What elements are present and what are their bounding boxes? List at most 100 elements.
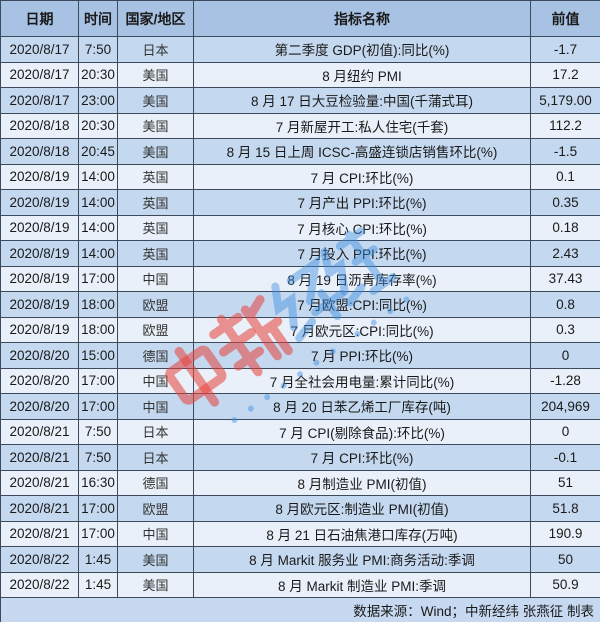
cell-date: 2020/8/19 — [1, 292, 79, 318]
cell-previous: 5,179.00 — [531, 88, 600, 114]
cell-time: 23:00 — [79, 88, 118, 114]
cell-date: 2020/8/21 — [1, 419, 79, 445]
cell-country: 德国 — [118, 470, 194, 496]
cell-indicator: 7 月 CPI:环比(%) — [194, 445, 531, 471]
cell-time: 20:30 — [79, 113, 118, 139]
cell-time: 14:00 — [79, 215, 118, 241]
cell-indicator: 7 月核心 CPI:环比(%) — [194, 215, 531, 241]
cell-previous: -1.5 — [531, 139, 600, 165]
header-date: 日期 — [1, 1, 79, 37]
cell-indicator: 8 月 20 日苯乙烯工厂库存(吨) — [194, 394, 531, 420]
cell-previous: -0.1 — [531, 445, 600, 471]
cell-time: 7:50 — [79, 445, 118, 471]
cell-indicator: 8 月欧元区:制造业 PMI(初值) — [194, 496, 531, 522]
cell-indicator: 7 月全社会用电量:累计同比(%) — [194, 368, 531, 394]
cell-date: 2020/8/17 — [1, 88, 79, 114]
cell-country: 英国 — [118, 241, 194, 267]
cell-country: 中国 — [118, 521, 194, 547]
cell-indicator: 8 月 19 日沥青库存率(%) — [194, 266, 531, 292]
cell-time: 17:00 — [79, 496, 118, 522]
cell-time: 20:45 — [79, 139, 118, 165]
cell-date: 2020/8/19 — [1, 241, 79, 267]
cell-country: 美国 — [118, 547, 194, 573]
cell-previous: 2.43 — [531, 241, 600, 267]
cell-indicator: 8 月 Markit 制造业 PMI:季调 — [194, 572, 531, 598]
cell-time: 17:00 — [79, 521, 118, 547]
cell-country: 欧盟 — [118, 292, 194, 318]
cell-date: 2020/8/19 — [1, 266, 79, 292]
header-previous: 前值 — [531, 1, 600, 37]
source-note: 数据来源：Wind；中新经纬 张燕征 制表 — [1, 598, 600, 622]
cell-indicator: 8 月 Markit 服务业 PMI:商务活动:季调 — [194, 547, 531, 573]
cell-previous: 0.8 — [531, 292, 600, 318]
cell-previous: 0 — [531, 419, 600, 445]
cell-indicator: 7 月新屋开工:私人住宅(千套) — [194, 113, 531, 139]
cell-indicator: 7 月欧盟:CPI:同比(%) — [194, 292, 531, 318]
cell-indicator: 8 月制造业 PMI(初值) — [194, 470, 531, 496]
cell-country: 日本 — [118, 37, 194, 63]
cell-time: 18:00 — [79, 317, 118, 343]
cell-country: 美国 — [118, 572, 194, 598]
cell-country: 美国 — [118, 62, 194, 88]
cell-time: 7:50 — [79, 419, 118, 445]
cell-country: 欧盟 — [118, 317, 194, 343]
cell-time: 14:00 — [79, 164, 118, 190]
cell-country: 欧盟 — [118, 496, 194, 522]
cell-time: 17:00 — [79, 368, 118, 394]
cell-previous: 50.9 — [531, 572, 600, 598]
cell-time: 15:00 — [79, 343, 118, 369]
cell-indicator: 7 月欧元区:CPI:同比(%) — [194, 317, 531, 343]
cell-indicator: 第二季度 GDP(初值):同比(%) — [194, 37, 531, 63]
cell-previous: 0 — [531, 343, 600, 369]
cell-indicator: 8 月纽约 PMI — [194, 62, 531, 88]
cell-country: 日本 — [118, 419, 194, 445]
cell-time: 1:45 — [79, 572, 118, 598]
cell-country: 美国 — [118, 139, 194, 165]
cell-indicator: 7 月产出 PPI:环比(%) — [194, 190, 531, 216]
cell-date: 2020/8/21 — [1, 445, 79, 471]
cell-previous: 51 — [531, 470, 600, 496]
header-row: 日期 时间 国家/地区 指标名称 前值 — [1, 1, 600, 37]
cell-date: 2020/8/20 — [1, 368, 79, 394]
cell-previous: 0.1 — [531, 164, 600, 190]
cell-time: 17:00 — [79, 394, 118, 420]
cell-date: 2020/8/21 — [1, 496, 79, 522]
cell-previous: 190.9 — [531, 521, 600, 547]
cell-date: 2020/8/21 — [1, 521, 79, 547]
cell-date: 2020/8/19 — [1, 215, 79, 241]
cell-previous: 204,969 — [531, 394, 600, 420]
cell-time: 20:30 — [79, 62, 118, 88]
cell-time: 16:30 — [79, 470, 118, 496]
cell-previous: 51.8 — [531, 496, 600, 522]
cell-previous: 37.43 — [531, 266, 600, 292]
cell-date: 2020/8/18 — [1, 113, 79, 139]
cell-country: 中国 — [118, 266, 194, 292]
cell-time: 7:50 — [79, 37, 118, 63]
cell-country: 日本 — [118, 445, 194, 471]
cell-country: 美国 — [118, 88, 194, 114]
cell-date: 2020/8/21 — [1, 470, 79, 496]
cell-date: 2020/8/19 — [1, 190, 79, 216]
cell-date: 2020/8/20 — [1, 343, 79, 369]
cell-country: 英国 — [118, 190, 194, 216]
cell-time: 1:45 — [79, 547, 118, 573]
cell-date: 2020/8/17 — [1, 62, 79, 88]
cell-previous: 112.2 — [531, 113, 600, 139]
